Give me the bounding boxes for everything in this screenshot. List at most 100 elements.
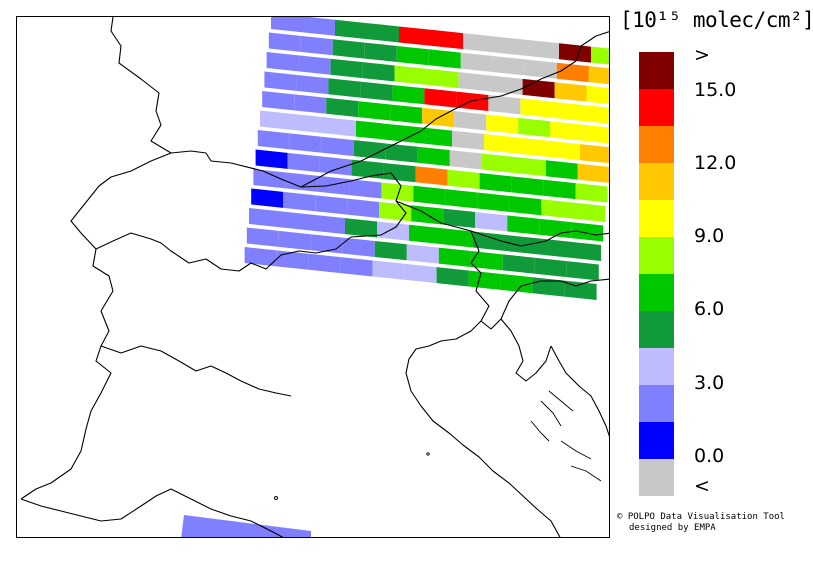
swath-pixel [577,163,609,183]
swath-row [251,188,604,242]
swath-pixel [566,261,599,281]
legend-tick-label: 9.0 [694,225,725,247]
swath-pixel [257,130,290,150]
swath-pixel [244,247,277,267]
swath-pixel [319,156,352,176]
swath-pixel [289,133,322,153]
swath-pixel [413,185,446,206]
swath-pixel [253,169,286,189]
swath-pixel [441,228,473,248]
swath-pixel [513,156,546,177]
legend-swatch [639,126,674,163]
swath-pixel [502,254,535,274]
swath-pixel [308,253,341,274]
swath-pixel [475,212,508,232]
swath-pixel [556,62,589,83]
swath-pixel [559,43,591,63]
border-italy-west [20,248,114,500]
swath-pixel [507,215,540,235]
swath-pixel [303,17,335,36]
swath-pixel [543,179,576,200]
swath-pixel [537,238,569,258]
swath-pixel [520,98,553,118]
legend-tick-label: 3.0 [694,372,725,394]
swath-pixel [539,218,572,239]
swath-pixel [516,137,548,157]
border-france-north [110,17,212,162]
swath-pixel [251,188,284,208]
swath-pixel [332,39,365,59]
swath-pixel [292,113,324,134]
swath-pixel [417,146,450,167]
swath-pixel [428,49,461,69]
swath-pixel [255,149,288,169]
legend-swatch [639,237,674,274]
swath-pixel [449,150,482,170]
swath-pixel [268,32,301,52]
swath-pixel [385,143,418,163]
swath-pixel [484,134,516,154]
swath-pixel [454,111,487,131]
adriatic-islands [274,390,602,500]
legend-tick-label: < [694,475,710,497]
swath-pixel [511,176,544,196]
swath-pixel [381,182,414,202]
legend-tick-label: 0.0 [694,445,725,467]
border-slovenia [470,230,609,330]
legend-swatch [639,200,674,237]
legend-tick-label: > [694,44,710,66]
swath-pixel [340,257,373,277]
border-italy-inner [100,345,292,397]
map-frame[interactable] [16,16,610,538]
swath-pixel [532,277,565,297]
swath-pixel [591,46,609,65]
swath-pixel [541,199,574,219]
swath-pixel [394,65,427,85]
swath-pixel [447,169,480,190]
swath-pixel [399,26,431,46]
swath-row [268,32,609,85]
credit-line-1: © POLPO Data Visualisation Tool [617,512,785,522]
swath-pixel [492,56,525,76]
swath-row [255,149,608,203]
swath-pixel [374,240,407,261]
legend-swatch [639,385,674,422]
swath-pixel [431,29,463,50]
swath-pixel [436,267,469,287]
map-canvas[interactable] [17,17,610,538]
swath-pixel [296,74,329,95]
swath-pixel [490,75,523,95]
swath-row [253,169,606,222]
swath-pixel [276,250,309,270]
swath-pixel [396,45,429,66]
swath-pixel [349,179,382,199]
swath-pixel [548,140,580,161]
swath-pixel [328,78,361,98]
swath-pixel [460,52,493,73]
legend-unit-title: [10¹⁵ molec/cm²] [620,8,813,32]
swath-row [264,71,609,124]
swath-pixel [468,270,501,290]
swath-pixel [518,117,551,138]
swath-pixel [388,123,420,144]
swath-row [262,91,609,144]
swath-pixel [372,260,405,280]
swath-pixel [580,144,609,164]
swath-pixel [527,39,559,60]
swath-pixel [426,68,459,89]
swath-pixel [364,42,397,62]
swath-pixel [285,172,318,192]
legend-tick-label: 15.0 [694,79,737,101]
swath-pixel [500,273,533,294]
swath-pixel [415,166,448,186]
legend-swatch [639,348,674,385]
swath-pixel [505,234,537,255]
swath-pixel [330,58,363,79]
swath-pixel [458,72,491,92]
swath-pixel [271,17,303,33]
swath-pixel [264,71,297,91]
swath-pixel [313,214,345,235]
swath-pixel [571,222,604,242]
swath-pixel-south [181,515,311,537]
swath-pixel [351,159,384,179]
